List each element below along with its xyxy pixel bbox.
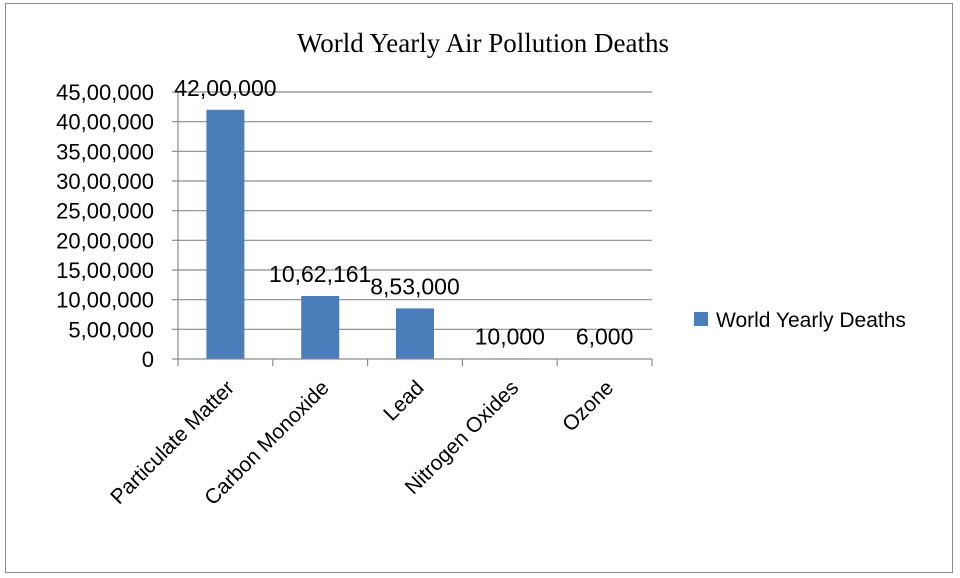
y-tick-label: 45,00,000 (56, 80, 154, 105)
y-tick-label: 35,00,000 (56, 139, 154, 164)
bars (206, 109, 624, 359)
y-tick-label: 5,00,000 (68, 317, 154, 342)
y-tick-label: 40,00,000 (56, 110, 154, 135)
y-tick-label: 0 (142, 347, 154, 372)
y-tick-label: 30,00,000 (56, 169, 154, 194)
data-label: 42,00,000 (174, 75, 276, 101)
category-label: Ozone (558, 376, 618, 436)
gridlines (172, 91, 652, 360)
y-tick-label: 20,00,000 (56, 228, 154, 253)
bar (206, 109, 245, 359)
x-axis (177, 92, 653, 366)
data-label: 10,000 (475, 323, 545, 349)
bar (396, 308, 434, 359)
y-axis-tick-labels: 0 5,00,000 10,00,000 15,00,000 20,00,000 25,0… (56, 80, 154, 372)
bar (301, 295, 340, 359)
data-label: 6,000 (576, 324, 634, 350)
y-tick-label: 25,00,000 (56, 199, 154, 224)
data-label: 10,62,161 (269, 261, 371, 287)
y-tick-label: 15,00,000 (56, 258, 154, 283)
category-label: Lead (379, 376, 428, 425)
chart-title: World Yearly Air Pollution Deaths (297, 28, 669, 58)
legend-label: World Yearly Deaths (716, 309, 906, 332)
chart-frame (5, 3, 953, 573)
legend-swatch (694, 312, 708, 326)
y-tick-label: 10,00,000 (56, 288, 154, 313)
data-label: 8,53,000 (370, 273, 460, 299)
legend: World Yearly Deaths (694, 309, 906, 332)
